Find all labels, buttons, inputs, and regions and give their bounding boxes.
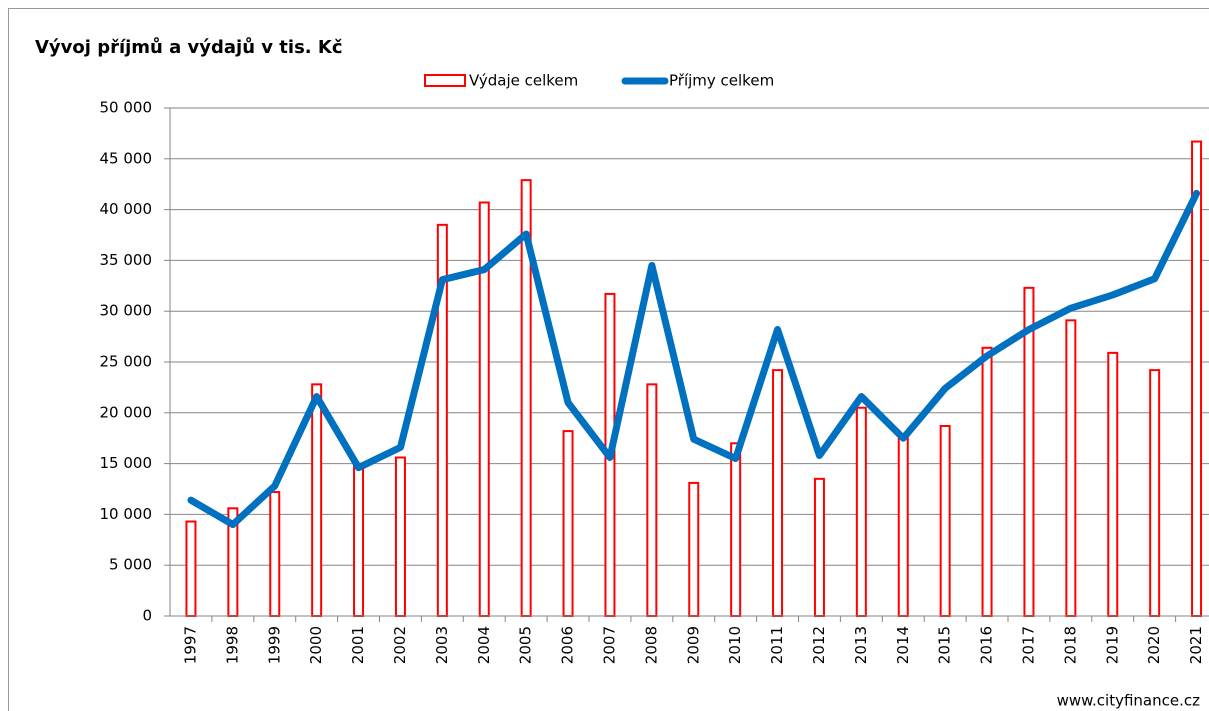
y-tick-label: 0 xyxy=(142,607,152,625)
x-tick-label: 2009 xyxy=(684,626,702,664)
bar xyxy=(646,383,658,617)
bar xyxy=(1065,319,1077,617)
bar xyxy=(394,456,406,617)
y-tick-label: 45 000 xyxy=(100,149,153,167)
legend-label: Výdaje celkem xyxy=(469,72,578,90)
x-tick-label: 2018 xyxy=(1061,626,1079,664)
source: www.cityfinance.cz xyxy=(1057,692,1201,710)
x-tick-label: 2000 xyxy=(307,626,325,664)
bar xyxy=(981,346,993,617)
bar xyxy=(269,491,281,618)
x-tick-label: 2011 xyxy=(768,626,786,664)
x-tick-label: 1999 xyxy=(265,626,283,664)
bar xyxy=(1191,140,1203,617)
x-tick-label: 2021 xyxy=(1187,626,1205,664)
x-tick-label: 2002 xyxy=(391,626,409,664)
bar xyxy=(185,520,197,618)
bar xyxy=(730,442,742,617)
y-tick-label: 25 000 xyxy=(100,353,153,371)
x-tick-label: 1998 xyxy=(223,626,241,664)
x-tick-label: 2010 xyxy=(726,626,744,664)
y-tick-label: 30 000 xyxy=(100,302,153,320)
legend-label: Příjmy celkem xyxy=(669,72,774,90)
bar xyxy=(1149,369,1161,617)
x-tick-label: 2014 xyxy=(894,626,912,664)
x-tick-label: 2019 xyxy=(1103,626,1121,664)
bar xyxy=(939,425,951,617)
x-tick-label: 2013 xyxy=(852,626,870,664)
bar xyxy=(772,369,784,617)
bar xyxy=(813,477,825,617)
x-tick-label: 2015 xyxy=(936,626,954,664)
x-tick-label: 2008 xyxy=(642,626,660,664)
x-tick-label: 2020 xyxy=(1145,626,1163,664)
y-tick-label: 50 000 xyxy=(100,99,153,117)
chart-title: Vývoj příjmů a výdajů v tis. Kč xyxy=(35,36,343,58)
y-tick-label: 35 000 xyxy=(100,251,153,269)
x-tick-label: 2017 xyxy=(1019,626,1037,664)
x-tick-label: 2004 xyxy=(475,626,493,664)
x-tick-label: 2012 xyxy=(810,626,828,664)
x-tick-label: 2007 xyxy=(600,626,618,664)
legend-swatch xyxy=(424,74,466,87)
bar xyxy=(688,481,700,617)
x-tick-label: 2006 xyxy=(559,626,577,664)
bar xyxy=(1107,351,1119,617)
bar xyxy=(353,462,365,617)
bar xyxy=(897,437,909,618)
x-tick-label: 2001 xyxy=(349,626,367,664)
x-tick-label: 1997 xyxy=(181,626,199,664)
y-tick-label: 15 000 xyxy=(100,454,153,472)
x-tick-label: 2003 xyxy=(433,626,451,664)
line xyxy=(187,189,1201,529)
y-tick-label: 20 000 xyxy=(100,403,153,421)
y-tick-label: 40 000 xyxy=(100,200,153,218)
bar xyxy=(855,406,867,617)
y-tick-label: 10 000 xyxy=(100,505,153,523)
bar xyxy=(1023,286,1035,617)
x-tick-label: 2016 xyxy=(978,626,996,664)
bar xyxy=(562,430,574,618)
y-tick-label: 5 000 xyxy=(109,556,152,574)
bar xyxy=(311,383,323,617)
x-tick-label: 2005 xyxy=(517,626,535,664)
